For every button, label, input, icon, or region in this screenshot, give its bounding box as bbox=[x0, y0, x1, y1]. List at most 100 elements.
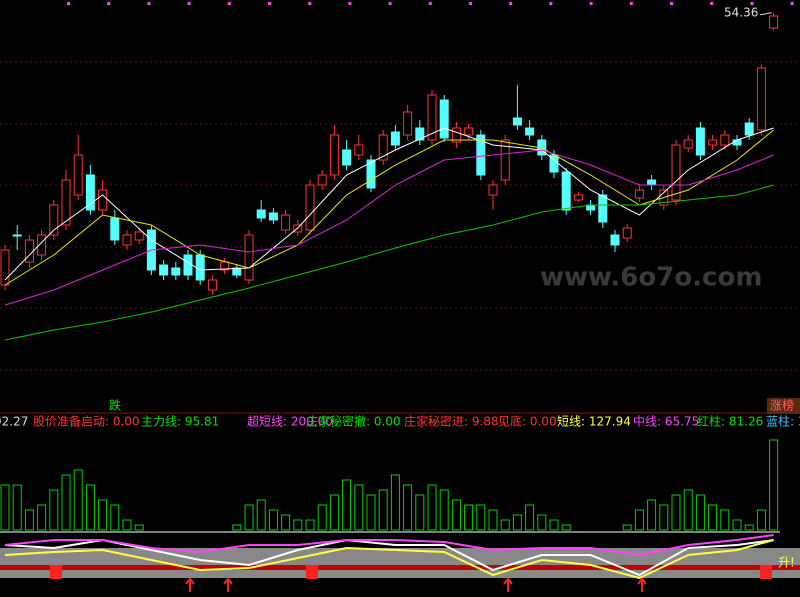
indicator-bar bbox=[232, 524, 242, 531]
top-marker bbox=[469, 2, 472, 5]
top-marker bbox=[348, 2, 352, 5]
candle-body bbox=[317, 174, 327, 186]
indicator-bar bbox=[744, 524, 754, 531]
top-marker bbox=[750, 2, 754, 5]
indicator-label: 超短线: 200.00 bbox=[247, 414, 333, 429]
indicator-line bbox=[4, 539, 774, 580]
candle-body bbox=[354, 144, 364, 156]
indicator-bar bbox=[622, 524, 632, 531]
candle-body bbox=[488, 184, 498, 196]
indicator-bar bbox=[549, 519, 559, 531]
top-marker bbox=[107, 2, 111, 5]
indicator-line bbox=[4, 534, 774, 557]
candle-body bbox=[732, 139, 742, 146]
indicator-bar bbox=[293, 519, 303, 531]
indicator-bar bbox=[37, 504, 47, 531]
candle-body bbox=[159, 264, 169, 276]
top-marker bbox=[629, 2, 633, 5]
top-marker bbox=[187, 2, 191, 5]
indicator-bar bbox=[427, 484, 437, 531]
indicator-bar bbox=[268, 509, 278, 531]
watermark: www.6o7o.com bbox=[540, 263, 762, 293]
candle-body bbox=[24, 239, 34, 263]
indicator-bar bbox=[317, 504, 327, 531]
indicator-bar bbox=[122, 519, 132, 531]
indicator-bar bbox=[464, 504, 474, 531]
indicator-bar bbox=[525, 504, 535, 531]
indicator-bar bbox=[512, 514, 522, 531]
candle-body bbox=[244, 234, 254, 281]
candle-body bbox=[342, 149, 352, 166]
candle-body bbox=[207, 279, 217, 291]
candle-body bbox=[49, 204, 59, 236]
indicator-bar bbox=[683, 489, 693, 531]
band-red bbox=[0, 565, 800, 570]
candle-body bbox=[122, 234, 132, 246]
indicator-bar bbox=[659, 504, 669, 531]
indicator-bar bbox=[366, 494, 376, 531]
indicator-label: 见底: 0.00 bbox=[498, 414, 557, 429]
moving-average bbox=[4, 184, 774, 341]
indicator-label: 92.27 bbox=[0, 415, 28, 429]
indicator-bar bbox=[49, 489, 59, 531]
indicator-bar bbox=[378, 489, 388, 531]
candle-body bbox=[573, 194, 583, 201]
signal-arrow bbox=[223, 577, 233, 592]
top-marker bbox=[147, 2, 151, 5]
indicator-bar bbox=[415, 494, 425, 531]
moving-average bbox=[4, 129, 774, 286]
top-marker bbox=[227, 2, 231, 5]
indicator-label: 中线: 65.75 bbox=[633, 414, 699, 429]
candle-body bbox=[500, 139, 510, 181]
candle-body bbox=[756, 67, 766, 131]
indicator-bar bbox=[488, 509, 498, 531]
top-marker bbox=[428, 2, 432, 5]
candle-body bbox=[415, 127, 425, 141]
candle-body bbox=[744, 122, 754, 136]
indicator-bar bbox=[342, 479, 352, 531]
candle-body bbox=[61, 179, 71, 226]
candle-body bbox=[183, 254, 193, 276]
indicator-bar bbox=[281, 514, 291, 531]
high-label: 54.36 bbox=[724, 5, 758, 19]
high-pointer bbox=[759, 12, 772, 16]
signal-arrow bbox=[637, 577, 647, 592]
indicator-bar bbox=[647, 499, 657, 531]
indicator-bar bbox=[0, 484, 10, 531]
candle-body bbox=[610, 234, 620, 246]
indicator-bar bbox=[476, 504, 486, 531]
candle-body bbox=[769, 15, 779, 29]
indicator-bar bbox=[634, 509, 644, 531]
candle-body bbox=[366, 159, 376, 189]
indicator-bar bbox=[439, 489, 449, 531]
top-marker bbox=[549, 2, 553, 5]
indicator-bar bbox=[24, 509, 34, 531]
top-marker bbox=[509, 2, 513, 5]
indicator-label: 红柱: 81.26 bbox=[697, 414, 763, 429]
down-tag: 跌 bbox=[109, 398, 121, 413]
candle-body bbox=[98, 189, 108, 211]
candle-body bbox=[403, 111, 413, 136]
indicator-bar bbox=[390, 474, 400, 531]
indicator-bar bbox=[354, 484, 364, 531]
indicator-bar bbox=[244, 504, 254, 531]
candle-body bbox=[525, 127, 535, 136]
indicator-bar bbox=[98, 499, 108, 531]
candle-body bbox=[451, 127, 461, 143]
candle-body bbox=[647, 179, 657, 186]
signal-text: 升! bbox=[778, 556, 795, 570]
candle-body bbox=[695, 127, 705, 156]
indicator-bar bbox=[695, 494, 705, 531]
indicator-bar bbox=[12, 484, 22, 531]
indicator-bar bbox=[329, 494, 339, 531]
candle-body bbox=[622, 227, 632, 239]
candle-body bbox=[171, 267, 181, 276]
signal-block bbox=[50, 565, 62, 579]
indicator-bar bbox=[256, 499, 266, 531]
indicator-label: 庄家秘密进: 9.88 bbox=[404, 414, 499, 429]
candle-body bbox=[12, 234, 22, 237]
candle-body bbox=[390, 131, 400, 146]
indicator-label: 主力线: 95.81 bbox=[141, 415, 219, 429]
top-marker bbox=[308, 2, 312, 5]
